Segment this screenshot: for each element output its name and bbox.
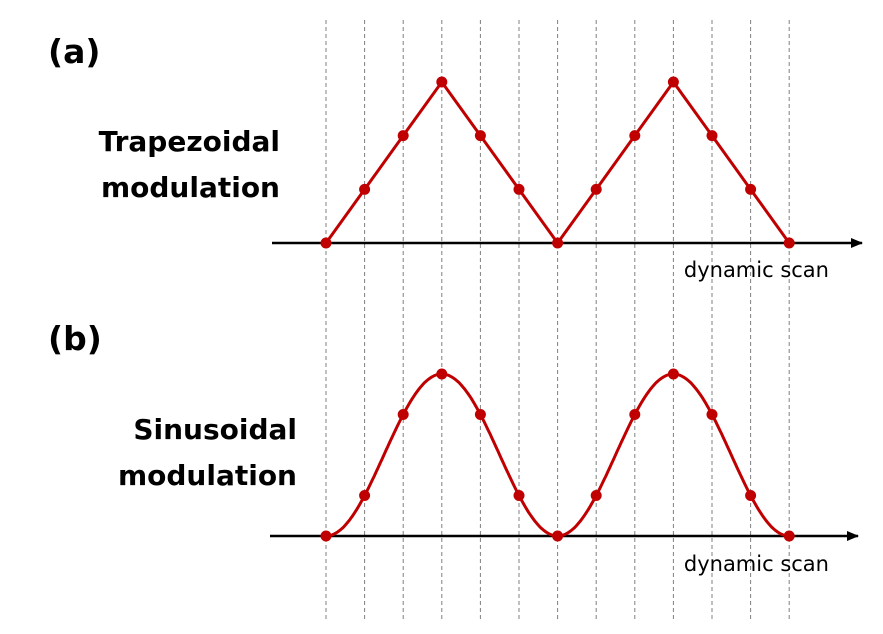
panel-b-series [320, 368, 795, 542]
panel-b-point-4 [474, 409, 486, 420]
panel-b-point-0 [320, 530, 332, 542]
panel-b-point-10 [706, 409, 718, 420]
panel-b-title-line-2: modulation [118, 459, 297, 492]
panel-b-label: (b) [48, 319, 102, 358]
panel-a-point-6 [552, 237, 564, 249]
panel-b: (b) Sinusoidal modulation dynamic scan [48, 319, 859, 576]
panel-b-axis-label: dynamic scan [684, 552, 829, 576]
panel-a-point-1 [359, 183, 371, 195]
panel-a-point-12 [783, 237, 795, 249]
panel-a-point-5 [513, 183, 525, 195]
panel-a-point-8 [629, 130, 641, 142]
panel-a-title-line-2: modulation [101, 171, 280, 204]
panel-b-point-9 [667, 368, 679, 380]
dynamic-scan-gridlines [325, 20, 790, 620]
panel-a-point-0 [320, 237, 332, 249]
panel-b-point-1 [359, 490, 371, 501]
panel-b-point-11 [745, 490, 757, 501]
panel-b-point-8 [629, 409, 641, 420]
panel-b-point-7 [590, 490, 602, 501]
panel-b-point-5 [513, 490, 525, 501]
panel-a-axis-label: dynamic scan [684, 258, 829, 282]
panel-a-point-4 [474, 130, 486, 142]
panel-a: (a) Trapezoidal modulation dynamic scan [48, 32, 863, 282]
panel-a-label: (a) [48, 32, 100, 71]
panel-b-point-6 [552, 530, 564, 542]
panel-a-point-9 [667, 76, 679, 88]
panel-b-point-3 [436, 368, 448, 380]
panel-a-point-11 [745, 183, 757, 195]
panel-a-point-3 [436, 76, 448, 88]
panel-b-point-12 [783, 530, 795, 542]
panel-a-title-line-1: Trapezoidal [99, 125, 280, 158]
panel-b-point-2 [397, 409, 409, 420]
panel-a-point-10 [706, 130, 718, 142]
panel-a-point-7 [590, 183, 602, 195]
panel-a-point-2 [397, 130, 409, 142]
panel-b-title-line-1: Sinusoidal [133, 413, 297, 446]
panel-a-series [320, 76, 795, 249]
